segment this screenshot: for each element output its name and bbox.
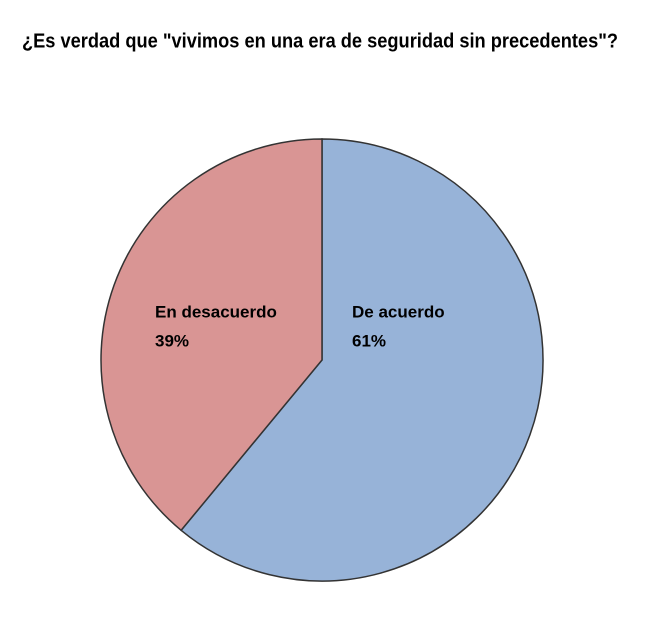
pie-slice [180, 138, 544, 582]
pie-slice [100, 138, 323, 532]
chart-title: ¿Es verdad que "vivimos en una era de se… [22, 30, 618, 52]
slice-label: De acuerdo [352, 302, 445, 321]
slice-label: En desacuerdo [155, 302, 277, 321]
slice-value-label: 39% [155, 331, 189, 350]
slice-value-label: 61% [352, 331, 386, 350]
